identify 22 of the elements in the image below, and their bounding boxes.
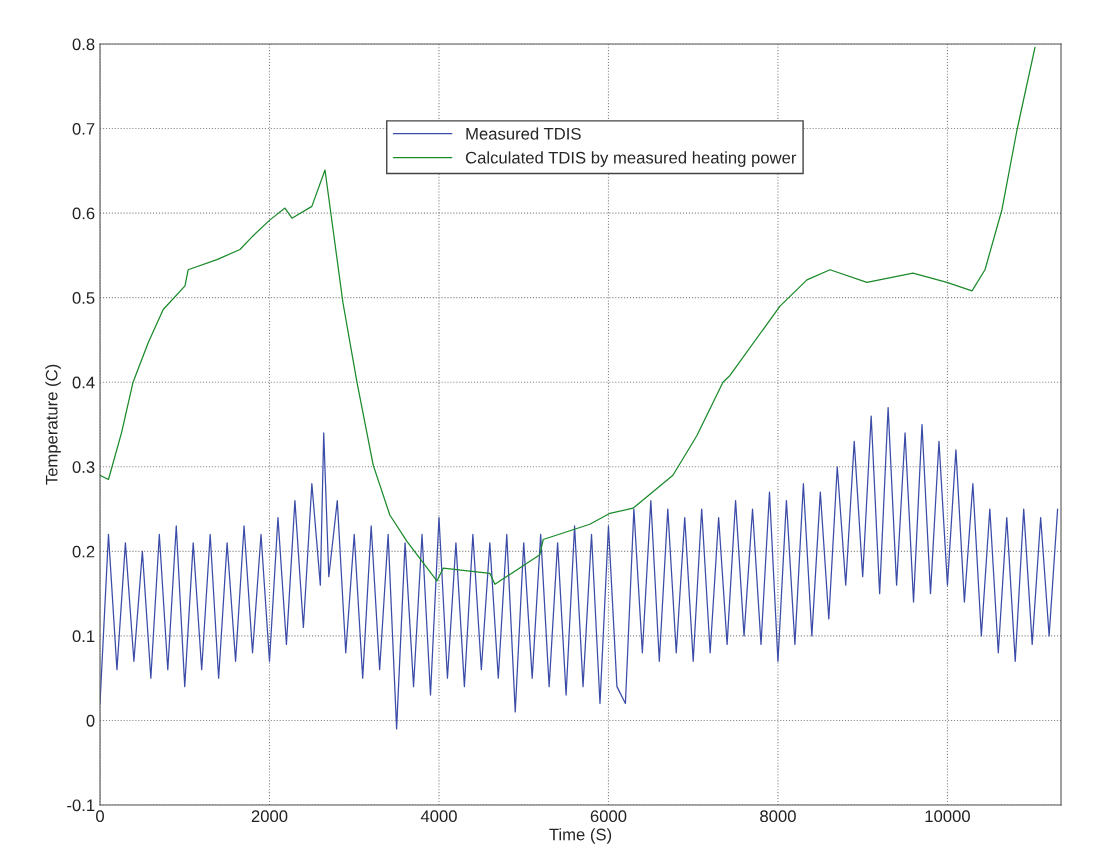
legend-label: Calculated TDIS by measured heating power — [465, 151, 797, 167]
y-tick-label: 0.8 — [72, 38, 95, 51]
y-tick-label: 0.1 — [72, 630, 95, 643]
x-tick-label: 0 — [96, 810, 104, 823]
x-tick-label: 8000 — [760, 810, 796, 823]
x-axis-title: Time (S) — [549, 828, 612, 844]
y-tick-label: 0.2 — [72, 545, 95, 558]
x-tick-label: 2000 — [251, 810, 288, 823]
line-series — [100, 406, 1059, 730]
x-tick-label: 10000 — [925, 810, 970, 823]
y-tick-label: 0 — [86, 714, 95, 727]
y-tick-label: 0.7 — [72, 122, 95, 135]
line-series — [100, 46, 1036, 585]
y-tick-label: 0.5 — [72, 292, 95, 304]
y-tick-label: 0.6 — [72, 207, 95, 220]
y-tick-label: 0.3 — [72, 461, 95, 473]
x-tick-label: 6000 — [590, 810, 627, 823]
y-tick-label: 0.4 — [72, 376, 95, 389]
legend-label: Measured TDIS — [466, 127, 581, 140]
x-tick-label: 4000 — [420, 810, 457, 823]
y-axis-title: Temperature (C) — [45, 364, 61, 485]
y-tick-label: -0.1 — [67, 799, 95, 812]
